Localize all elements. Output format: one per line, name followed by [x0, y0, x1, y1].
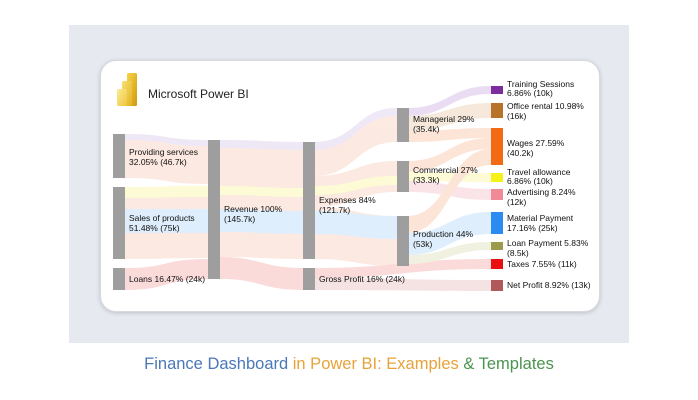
- flow-expenses-production: [314, 207, 397, 266]
- flow-managerial-wages: [407, 128, 491, 142]
- label-material-payment: Material Payment 17.16% (25k): [507, 213, 574, 233]
- label-travel-allowance: Travel allowance 6.86% (10k): [507, 167, 571, 186]
- node-production[interactable]: [397, 216, 409, 266]
- label-loans: Loans 16.47% (24k): [129, 274, 206, 284]
- brand-title: Microsoft Power BI: [148, 87, 249, 101]
- node-loans[interactable]: [113, 268, 125, 290]
- flow-loans-revenue: [125, 259, 208, 290]
- node-commercial[interactable]: [397, 161, 409, 192]
- node-wages[interactable]: [491, 128, 503, 165]
- flow-expenses-managerial: [314, 108, 397, 176]
- label-commercial: Commercial 27% (33.3k): [413, 165, 478, 185]
- flow-commercial-advertising: [407, 181, 491, 200]
- node-gross-profit[interactable]: [303, 268, 315, 290]
- node-loan-payment[interactable]: [491, 242, 503, 250]
- node-taxes[interactable]: [491, 259, 503, 269]
- caption-part-1: Finance Dashboard: [144, 355, 289, 373]
- label-production: Production 44% (53k): [413, 229, 474, 249]
- power-bi-logo-icon: [117, 73, 137, 106]
- label-sales-of-products: Sales of products 51.48% (75k): [129, 213, 195, 233]
- label-advertising: Advertising 8.24% (12k): [507, 187, 576, 207]
- flow-production-wages: [407, 149, 491, 233]
- node-material-payment[interactable]: [491, 212, 503, 234]
- node-managerial[interactable]: [397, 108, 409, 142]
- node-revenue[interactable]: [208, 140, 220, 279]
- node-office-rental[interactable]: [491, 103, 503, 118]
- flow-providing-services-revenue: [125, 134, 208, 184]
- label-net-profit: Net Profit 8.92% (13k): [507, 280, 591, 290]
- label-wages: Wages 27.59% (40.2k): [507, 138, 565, 158]
- node-expenses[interactable]: [303, 142, 315, 259]
- label-revenue: Revenue 100% (145.7k): [224, 204, 283, 224]
- sankey-card: Microsoft Power BI: [100, 60, 600, 312]
- node-providing-services[interactable]: [113, 134, 125, 178]
- node-sales-of-products[interactable]: [113, 187, 125, 259]
- caption-part-2: in Power BI: Examples: [288, 355, 459, 373]
- label-expenses: Expenses 84% (121.7k): [319, 195, 376, 215]
- flow-commercial-travel: [407, 172, 491, 182]
- flow-gross-profit-net-profit: [314, 278, 491, 291]
- label-taxes: Taxes 7.55% (11k): [507, 259, 577, 269]
- label-training-sessions: Training Sessions 6.86% (10k): [507, 79, 575, 98]
- label-providing-services: Providing services 32.05% (46.7k): [129, 147, 198, 167]
- flow-managerial-training: [407, 86, 491, 116]
- flow-production-loan: [407, 242, 491, 264]
- flow-revenue-expenses: [220, 140, 303, 259]
- label-loan-payment: Loan Payment 5.83% (8.5k): [507, 238, 589, 258]
- flow-managerial-office: [407, 103, 491, 131]
- node-travel-allowance[interactable]: [491, 173, 503, 182]
- flow-revenue-gross-profit: [220, 257, 303, 290]
- label-managerial: Managerial 29% (35.4k): [413, 114, 475, 134]
- flow-commercial-wages: [407, 138, 491, 172]
- node-training-sessions[interactable]: [491, 86, 503, 94]
- page-caption: Finance Dashboard in Power BI: Examples …: [0, 355, 698, 374]
- label-office-rental: Office rental 10.98% (16k): [507, 101, 584, 121]
- label-gross-profit: Gross Profit 16% (24k): [319, 274, 405, 284]
- flow-sales-revenue: [125, 186, 208, 259]
- sankey-flows: [125, 86, 491, 291]
- flow-production-material: [407, 212, 491, 255]
- node-advertising[interactable]: [491, 189, 503, 200]
- node-net-profit[interactable]: [491, 280, 503, 291]
- flow-gross-profit-taxes: [314, 259, 491, 278]
- flow-expenses-commercial: [314, 161, 397, 207]
- caption-part-3: & Templates: [458, 355, 554, 373]
